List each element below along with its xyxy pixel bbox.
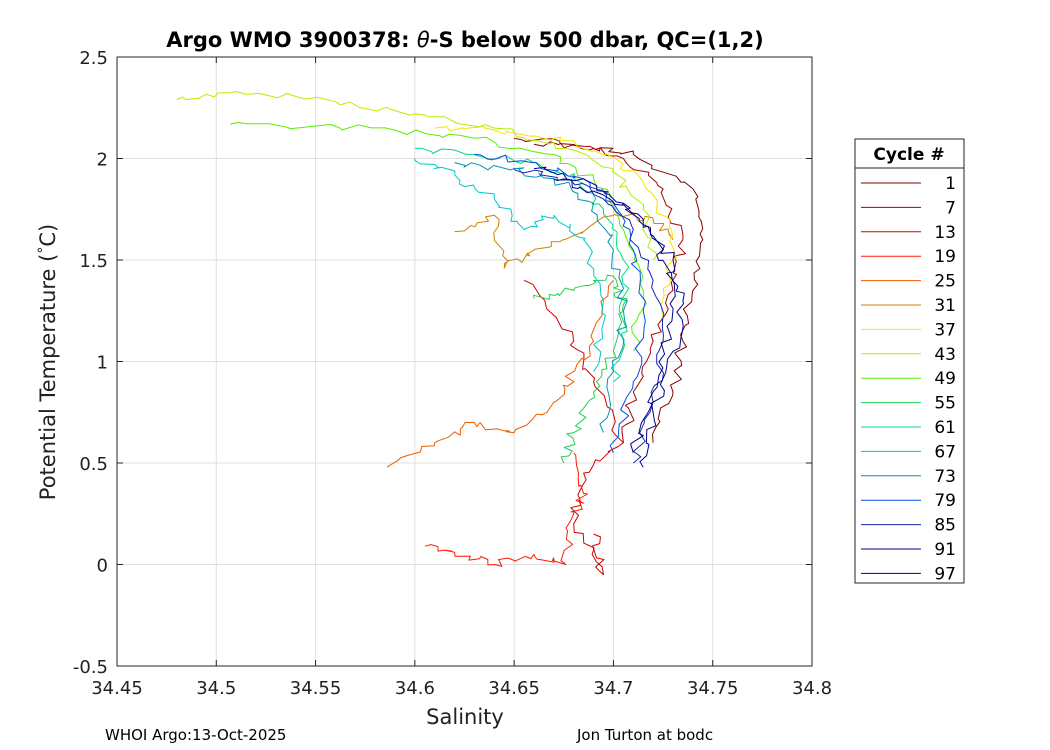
legend: Cycle # 1 7 13 19 25 31 37 43 49 55 61 67 73 79 85 91 97 <box>854 138 965 584</box>
x-tick-label: 34.45 <box>91 678 143 699</box>
series-line-cycle-43 <box>176 91 659 261</box>
x-tick-label: 34.5 <box>196 678 236 699</box>
legend-label: 25 <box>934 272 956 292</box>
chart-title: Argo WMO 3900378: θ-S below 500 dbar, QC… <box>166 28 763 52</box>
y-tick-label: 1.5 <box>79 251 108 272</box>
legend-label: 61 <box>934 418 956 438</box>
footer-right: Jon Turton at bodc <box>577 726 714 744</box>
x-tick-label: 34.55 <box>290 678 342 699</box>
y-tick-label: -0.5 <box>73 657 108 678</box>
legend-label: 31 <box>934 296 956 316</box>
legend-label: 7 <box>945 198 956 218</box>
series-line-cycle-73 <box>454 162 628 433</box>
x-tick-label: 34.7 <box>593 678 633 699</box>
legend-label: 1 <box>945 174 956 194</box>
x-tick-label: 34.6 <box>395 678 435 699</box>
y-tick-label: 1 <box>97 353 108 374</box>
legend-label: 49 <box>934 369 956 389</box>
legend-label: 73 <box>934 467 956 487</box>
series-line-cycle-97 <box>553 178 685 468</box>
legend-box <box>854 138 965 584</box>
y-tick-label: 0 <box>97 556 108 577</box>
footer-left: WHOI Argo:13-Oct-2025 <box>105 726 287 744</box>
y-axis-label: Potential Temperature (°C) <box>36 224 60 500</box>
series-line-cycle-79 <box>474 153 646 453</box>
legend-label: 19 <box>934 247 956 267</box>
y-tick-label: 2 <box>97 150 108 171</box>
series-line-cycle-19 <box>424 452 588 567</box>
series-line-cycle-13 <box>523 279 624 576</box>
x-axis: 34.45 34.5 34.55 34.6 34.65 34.7 34.75 34.8 <box>91 57 832 699</box>
legend-items: 1 7 13 19 25 31 37 43 49 55 61 67 73 79 85 91 97 <box>861 174 956 584</box>
series-line-cycle-67 <box>414 158 606 372</box>
series-line-cycle-25 <box>386 279 614 468</box>
legend-label: 43 <box>934 345 956 365</box>
series-line-cycle-31 <box>454 213 674 269</box>
series-line-cycle-1 <box>533 141 704 443</box>
legend-label: 55 <box>934 394 956 414</box>
legend-label: 85 <box>934 516 956 536</box>
series-lines <box>176 91 704 576</box>
series-line-cycle-7 <box>514 137 686 443</box>
x-tick-label: 34.65 <box>488 678 540 699</box>
legend-label: 91 <box>934 540 956 560</box>
x-tick-label: 34.75 <box>687 678 739 699</box>
series-line-cycle-85 <box>513 168 665 464</box>
series-line-cycle-37 <box>434 126 677 321</box>
legend-title: Cycle # <box>873 145 944 165</box>
y-axis: -0.5 0 0.5 1 1.5 2 2.5 <box>73 48 812 678</box>
grid <box>116 56 813 667</box>
x-tick-label: 34.8 <box>792 678 832 699</box>
legend-label: 37 <box>934 320 956 340</box>
legend-label: 67 <box>934 442 956 462</box>
x-axis-label: Salinity <box>426 705 504 729</box>
series-line-cycle-55 <box>533 274 628 464</box>
y-tick-label: 0.5 <box>79 454 108 475</box>
legend-label: 79 <box>934 491 956 511</box>
legend-label: 97 <box>934 564 956 584</box>
legend-label: 13 <box>934 223 956 243</box>
series-line-cycle-49 <box>230 122 647 352</box>
y-tick-label: 2.5 <box>79 48 108 69</box>
series-line-cycle-91 <box>533 166 676 453</box>
series-line-cycle-61 <box>414 147 630 383</box>
